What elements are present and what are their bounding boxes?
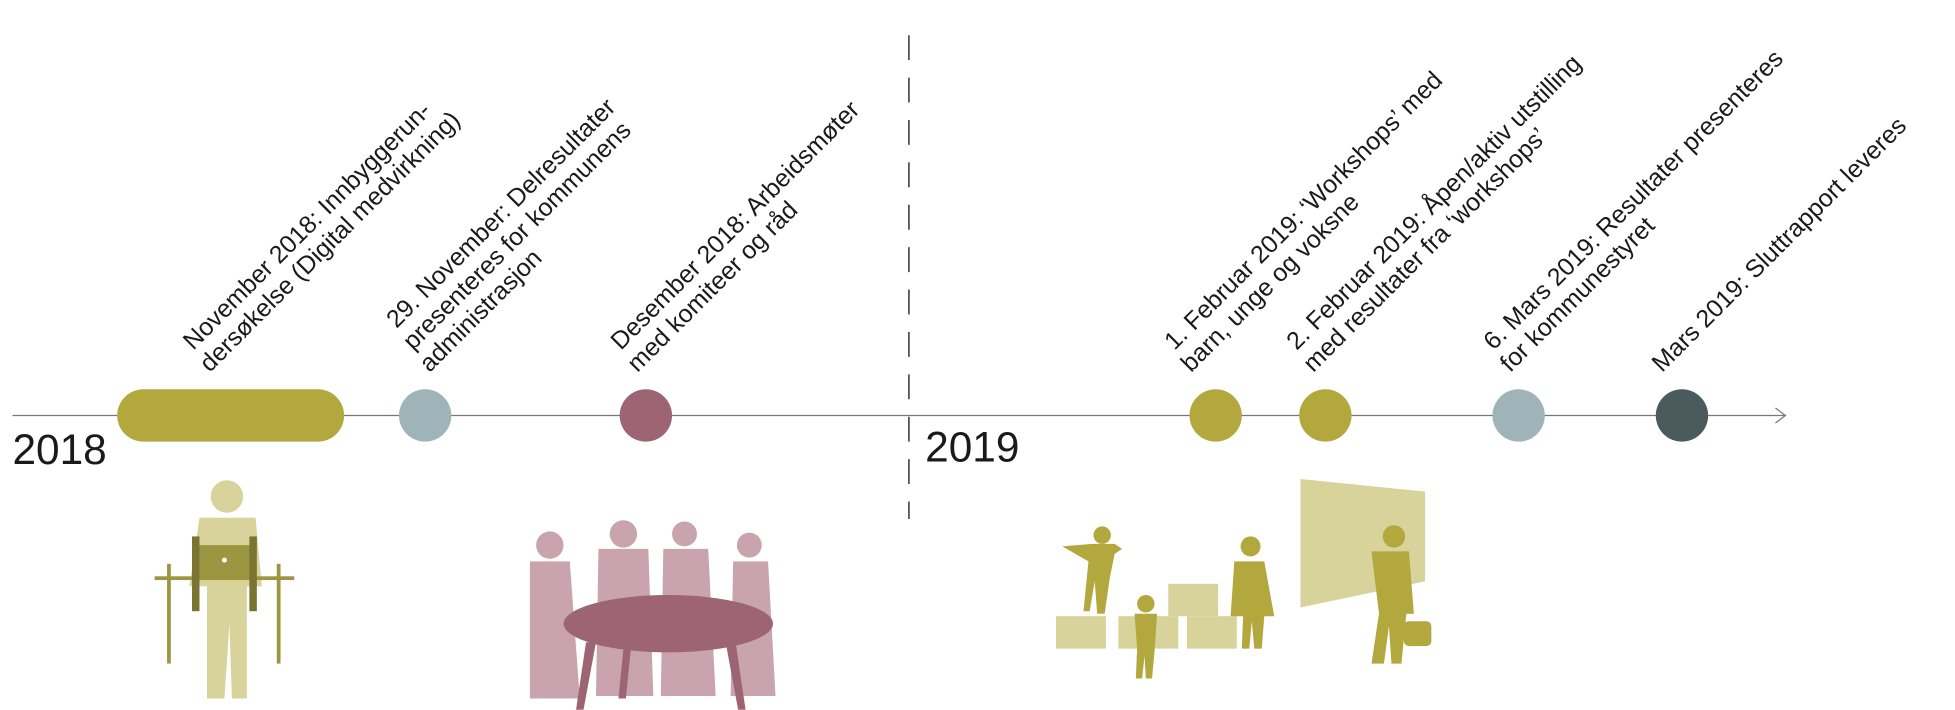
illustration-exhibition bbox=[1300, 479, 1432, 664]
event-marker bbox=[117, 389, 345, 442]
event-label: med komiteer og råd bbox=[622, 196, 803, 377]
event-marker bbox=[1189, 389, 1242, 442]
events: November 2018: Innbyggerun-dersøkelse (D… bbox=[117, 45, 1912, 442]
event-label: Desember 2018: Arbeidsmøter bbox=[605, 96, 865, 356]
axis-arrow bbox=[1775, 407, 1787, 424]
event-marker bbox=[619, 389, 673, 442]
event-marker bbox=[1299, 389, 1352, 442]
event: November 2018: Innbyggerun-dersøkelse (D… bbox=[117, 96, 466, 442]
event-marker bbox=[1655, 389, 1709, 442]
illustration-meeting bbox=[529, 520, 776, 710]
illustration-desk bbox=[154, 480, 295, 699]
event-marker bbox=[1492, 389, 1545, 442]
event-marker bbox=[398, 389, 452, 442]
year-label: 2019 bbox=[925, 424, 1019, 471]
year-label: 2018 bbox=[12, 426, 106, 473]
illustration-workshop bbox=[1056, 526, 1275, 679]
